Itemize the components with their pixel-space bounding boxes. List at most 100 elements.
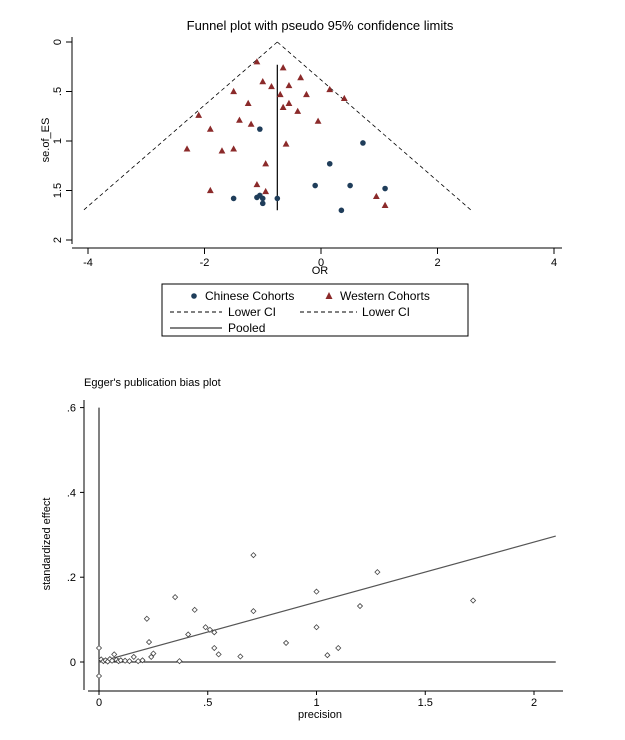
western-cohort-point bbox=[297, 74, 305, 81]
egger-point bbox=[237, 653, 244, 660]
egger-point bbox=[206, 626, 213, 633]
egger-point bbox=[135, 658, 142, 665]
funnel-points bbox=[183, 58, 389, 214]
western-cohort-point bbox=[244, 99, 252, 106]
western-cohort-point bbox=[236, 116, 243, 123]
chinese-cohort-point bbox=[338, 207, 345, 214]
egger-point bbox=[215, 651, 222, 658]
funnel-pseudo-ci-lines bbox=[83, 41, 472, 211]
funnel-x-tick-label: -2 bbox=[200, 257, 210, 269]
chinese-cohort-point bbox=[312, 182, 318, 189]
funnel-y-ticks: 0 .5 1 1.5 2 bbox=[52, 39, 72, 243]
egger-point bbox=[313, 588, 320, 595]
egger-x-tick-label: 1.5 bbox=[418, 697, 433, 709]
funnel-x-axis-label: OR bbox=[312, 265, 329, 277]
western-cohort-point bbox=[218, 147, 226, 154]
egger-x-tick-label: .5 bbox=[203, 697, 212, 709]
egger-point bbox=[130, 653, 137, 660]
western-cohort-point bbox=[183, 145, 191, 152]
egger-point bbox=[95, 672, 103, 680]
funnel-x-tick-label: -4 bbox=[83, 257, 93, 269]
chinese-cohort-point bbox=[360, 140, 366, 146]
regression-line bbox=[98, 535, 556, 663]
western-cohort-point bbox=[314, 117, 322, 124]
funnel-y-axis-label: se.of_ES bbox=[40, 118, 52, 163]
egger-point bbox=[176, 658, 183, 665]
western-cohort-point bbox=[230, 145, 238, 152]
western-cohort-point bbox=[279, 64, 287, 71]
western-cohort-point bbox=[381, 201, 389, 208]
western-cohort-point bbox=[372, 192, 380, 200]
legend-chinese-label: Chinese Cohorts bbox=[205, 289, 294, 303]
lower-ci-line bbox=[83, 41, 278, 211]
egger-point bbox=[335, 644, 342, 652]
legend-pooled-label: Pooled bbox=[228, 321, 265, 335]
egger-point bbox=[143, 615, 150, 622]
funnel-y-tick-label: 0 bbox=[52, 39, 64, 45]
western-cohort-point bbox=[285, 81, 293, 89]
egger-point bbox=[211, 629, 218, 636]
egger-point bbox=[191, 606, 198, 613]
funnel-x-ticks: -4 -2 0 2 4 bbox=[83, 248, 557, 269]
egger-x-tick-label: 1 bbox=[313, 697, 319, 709]
funnel-y-tick-label: 2 bbox=[52, 237, 64, 243]
western-cohort-point bbox=[230, 87, 238, 95]
legend-chinese-marker bbox=[191, 293, 197, 299]
western-cohort-point bbox=[282, 140, 290, 147]
egger-y-ticks: 0 .2 .4 .6 bbox=[67, 403, 84, 669]
western-cohort-point bbox=[268, 82, 275, 90]
egger-point bbox=[250, 552, 257, 559]
western-cohort-point bbox=[247, 120, 255, 127]
funnel-x-tick-label: 2 bbox=[434, 257, 440, 269]
western-cohort-point bbox=[279, 103, 287, 110]
western-cohort-point bbox=[294, 107, 302, 114]
legend-lower-ci-2-label: Lower CI bbox=[362, 305, 410, 319]
egger-points bbox=[95, 552, 477, 680]
western-cohort-point bbox=[259, 78, 267, 85]
funnel-x-tick-label: 0 bbox=[318, 257, 324, 269]
chinese-cohort-point bbox=[259, 200, 266, 207]
western-cohort-point bbox=[340, 94, 348, 102]
western-cohort-point bbox=[195, 111, 203, 118]
chinese-cohort-point bbox=[274, 195, 281, 202]
legend-box bbox=[161, 283, 469, 337]
egger-point bbox=[374, 569, 381, 576]
western-cohort-point bbox=[326, 85, 334, 93]
western-cohort-point bbox=[262, 160, 270, 167]
egger-y-tick-label: 0 bbox=[70, 657, 76, 669]
chinese-cohort-point bbox=[257, 126, 263, 132]
egger-point bbox=[250, 608, 257, 615]
chinese-cohort-point bbox=[326, 160, 333, 167]
egger-regression-line bbox=[98, 535, 556, 663]
egger-point bbox=[356, 602, 364, 610]
western-cohort-point bbox=[262, 187, 270, 195]
egger-point bbox=[313, 624, 320, 631]
legend-western-label: Western Cohorts bbox=[340, 289, 430, 303]
chinese-cohort-point bbox=[347, 182, 353, 189]
western-cohort-point bbox=[285, 99, 293, 106]
egger-point bbox=[172, 594, 179, 601]
egger-point bbox=[95, 644, 103, 652]
western-cohort-point bbox=[206, 186, 214, 194]
egger-point bbox=[126, 658, 133, 665]
funnel-y-tick-label: 1 bbox=[52, 138, 64, 144]
funnel-y-tick-label: .5 bbox=[52, 87, 64, 96]
funnel-legend: Chinese Cohorts Western Cohorts Lower CI… bbox=[161, 283, 469, 337]
egger-point bbox=[111, 651, 118, 658]
egger-point bbox=[122, 657, 129, 664]
egger-plot: Egger's publication bias plot 0 .2 .4 .6 0.… bbox=[41, 377, 563, 721]
egger-point bbox=[470, 597, 477, 604]
funnel-plot: Funnel plot with pseudo 95% confidence l… bbox=[40, 18, 562, 277]
funnel-title: Funnel plot with pseudo 95% confidence l… bbox=[187, 18, 454, 33]
egger-point bbox=[324, 652, 331, 659]
egger-y-tick-label: .6 bbox=[67, 403, 76, 415]
western-cohort-point bbox=[206, 125, 214, 132]
egger-point bbox=[145, 639, 153, 646]
funnel-x-tick-label: 4 bbox=[551, 257, 557, 269]
western-cohort-point bbox=[253, 58, 261, 65]
legend-western-marker bbox=[325, 292, 333, 299]
egger-point bbox=[282, 639, 290, 646]
legend-lower-ci-1-label: Lower CI bbox=[228, 305, 276, 319]
egger-point bbox=[148, 653, 155, 660]
western-cohort-point bbox=[276, 90, 284, 98]
